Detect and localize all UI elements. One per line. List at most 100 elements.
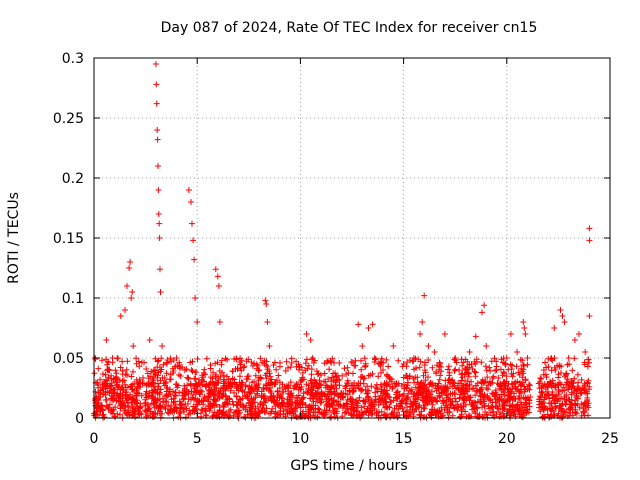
data-point <box>117 411 123 418</box>
data-point <box>443 398 450 405</box>
data-point <box>296 366 302 373</box>
data-point <box>149 414 156 420</box>
data-point <box>289 400 296 407</box>
data-point <box>564 361 571 368</box>
data-point <box>393 402 400 409</box>
data-point <box>397 403 404 410</box>
data-point <box>155 357 162 364</box>
data-point <box>226 395 233 402</box>
data-point <box>180 396 187 403</box>
data-point <box>134 400 141 407</box>
data-point <box>394 388 401 395</box>
data-point <box>480 379 487 386</box>
data-point <box>383 372 390 379</box>
data-point <box>407 398 414 405</box>
data-point <box>315 370 322 377</box>
data-point <box>315 384 322 391</box>
data-point <box>507 331 514 337</box>
data-point <box>115 355 121 362</box>
data-point <box>375 402 382 408</box>
data-point <box>544 384 551 391</box>
data-point <box>355 382 361 389</box>
data-point <box>569 367 576 374</box>
data-point <box>489 390 496 397</box>
data-point <box>481 302 488 309</box>
data-point <box>364 383 371 390</box>
data-point <box>497 366 504 373</box>
data-point <box>189 368 196 375</box>
data-point <box>466 397 473 404</box>
data-point <box>502 385 509 392</box>
data-point <box>133 355 140 362</box>
data-point <box>150 367 157 373</box>
data-point <box>420 381 427 388</box>
data-point <box>423 387 430 394</box>
data-point <box>356 394 363 401</box>
data-point <box>157 368 164 375</box>
data-point <box>455 386 462 393</box>
data-point <box>421 359 428 366</box>
data-point <box>440 412 447 419</box>
data-point <box>453 398 459 405</box>
data-point <box>205 387 212 394</box>
data-point <box>474 387 481 394</box>
chart-title: Day 087 of 2024, Rate Of TEC Index for r… <box>161 20 538 36</box>
data-point <box>468 378 475 385</box>
data-point <box>216 319 223 325</box>
data-point <box>458 408 465 415</box>
data-point <box>551 364 558 371</box>
data-point <box>237 400 244 407</box>
data-point <box>585 356 592 363</box>
data-point <box>369 321 376 328</box>
data-point <box>448 402 455 408</box>
data-point <box>460 403 467 410</box>
data-point <box>484 392 491 399</box>
data-point <box>185 376 192 382</box>
data-point <box>308 371 315 378</box>
data-point <box>169 365 176 372</box>
data-point <box>491 355 498 362</box>
data-point <box>387 398 394 405</box>
data-point <box>236 373 243 380</box>
data-point <box>565 355 572 361</box>
data-point <box>157 266 163 273</box>
data-point <box>404 382 411 389</box>
data-point <box>109 408 116 414</box>
data-point <box>150 393 157 400</box>
data-point <box>154 380 161 387</box>
data-point <box>462 385 469 392</box>
data-point <box>99 371 106 377</box>
data-point <box>267 410 274 417</box>
data-point <box>324 359 330 366</box>
data-point <box>477 388 484 395</box>
data-point <box>406 373 413 379</box>
data-point <box>105 404 112 411</box>
data-point <box>236 409 243 416</box>
data-point <box>318 396 325 403</box>
data-point <box>109 355 116 361</box>
data-point <box>429 401 436 408</box>
data-point <box>466 364 473 371</box>
data-point <box>438 368 445 375</box>
data-points <box>91 61 593 421</box>
data-point <box>403 385 410 392</box>
data-point <box>309 355 316 361</box>
data-point <box>425 343 432 349</box>
data-point <box>414 374 421 381</box>
data-point <box>314 414 321 421</box>
data-point <box>214 273 221 280</box>
data-point <box>362 398 368 405</box>
data-point <box>357 374 364 381</box>
data-point <box>345 380 352 387</box>
data-point <box>300 408 307 415</box>
data-point <box>479 309 485 316</box>
data-point <box>557 395 564 402</box>
data-point <box>526 381 532 388</box>
data-point <box>462 367 469 373</box>
data-point <box>135 408 142 415</box>
data-point <box>165 410 172 417</box>
data-point <box>411 366 417 373</box>
data-point <box>152 367 159 374</box>
data-point <box>193 382 200 388</box>
data-point <box>236 396 243 402</box>
